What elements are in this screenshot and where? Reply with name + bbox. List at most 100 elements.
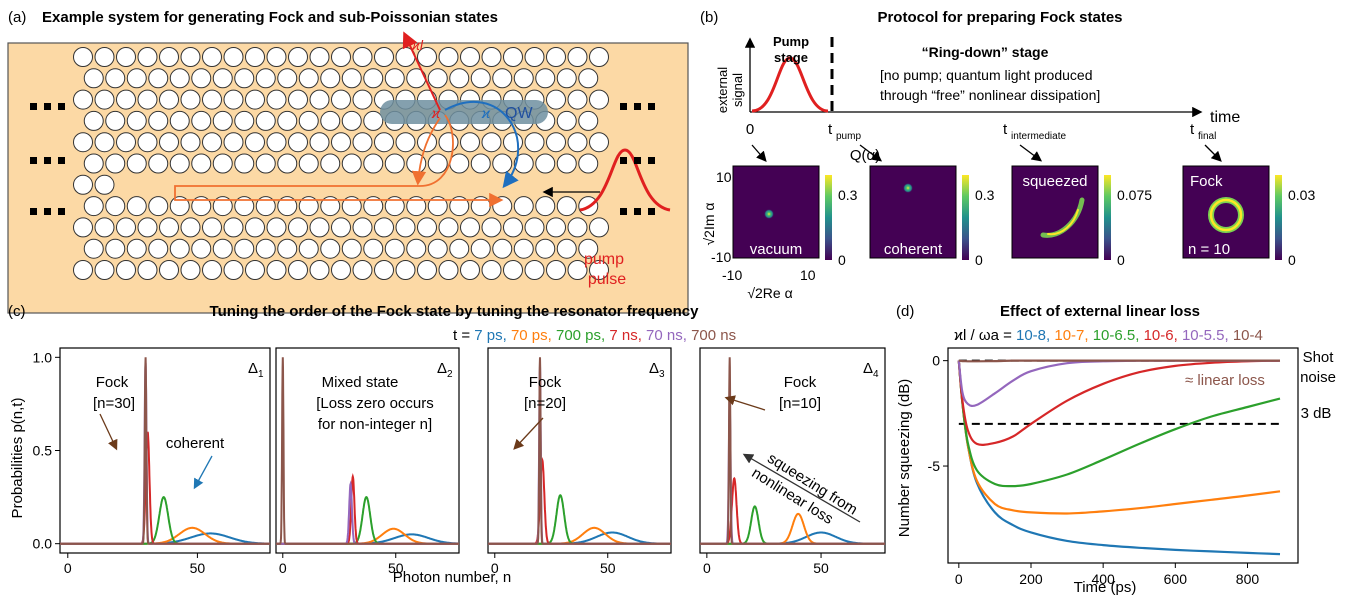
crystal-hole xyxy=(331,217,351,238)
legend-entry: 700 ns xyxy=(691,327,736,344)
crystal-hole xyxy=(169,153,190,174)
panel-d-ylabel: Number squeezing (dB) xyxy=(896,379,913,537)
crystal-hole xyxy=(288,132,308,153)
crystal-hole xyxy=(126,238,147,259)
crystal-hole xyxy=(148,153,169,174)
crystal-hole xyxy=(363,68,384,89)
crystal-hole xyxy=(417,217,437,238)
crystal-hole xyxy=(159,132,179,153)
crystal-hole xyxy=(352,47,373,67)
crystal-hole xyxy=(202,217,222,238)
crystal-hole xyxy=(363,196,384,217)
series-line xyxy=(957,360,1281,488)
crystal-hole xyxy=(234,68,255,89)
crystal-hole xyxy=(341,238,362,259)
heatmap-ytick-top: 10 xyxy=(716,169,732,185)
crystal-hole xyxy=(212,196,233,217)
map-sub-fock: n = 10 xyxy=(1188,241,1230,258)
ringdown-title: “Ring-down” stage xyxy=(922,44,1049,60)
crystal-hole xyxy=(567,89,588,110)
crystal-hole xyxy=(137,89,158,110)
crystal-hole xyxy=(320,110,341,131)
crystal-hole xyxy=(94,260,115,280)
cbar-max-fock: 0.03 xyxy=(1288,187,1315,203)
series-line xyxy=(276,357,459,545)
x-tick-label: 0 xyxy=(279,560,287,576)
crystal-hole xyxy=(417,260,437,280)
crystal-hole xyxy=(266,47,287,67)
crystal-hole xyxy=(449,196,470,217)
annotation-mixed-3: for non-integer n] xyxy=(318,416,432,433)
colorbar-squeezed xyxy=(1104,175,1111,260)
crystal-hole xyxy=(94,47,115,67)
pump-stage-2: stage xyxy=(774,50,808,65)
crystal-hole xyxy=(449,153,470,174)
crystal-hole xyxy=(492,68,513,89)
panel-a: (a) Example system for generating Fock a… xyxy=(7,9,689,314)
crystal-hole xyxy=(116,89,136,110)
heatmap-squeezed: squeezed 0.075 0 xyxy=(1011,165,1152,268)
crystal-hole xyxy=(417,47,437,67)
shot-noise-1: Shot xyxy=(1303,349,1335,366)
crystal-hole xyxy=(352,217,373,238)
crystal-hole xyxy=(298,196,319,217)
x-tick-label: 0 xyxy=(491,560,499,576)
crystal-hole xyxy=(223,132,244,153)
shot-noise-2: noise xyxy=(1300,369,1336,386)
crystal-hole xyxy=(169,196,190,217)
annotation-mixed-2: [Loss zero occurs xyxy=(316,395,434,412)
crystal-hole xyxy=(535,68,556,89)
crystal-hole xyxy=(277,196,298,217)
crystal-hole xyxy=(94,174,115,195)
crystal-hole xyxy=(223,217,244,238)
series-line xyxy=(276,480,459,545)
three-db-label: 3 dB xyxy=(1301,405,1332,422)
legend-entry: 70 ps, xyxy=(511,327,556,344)
crystal-hole xyxy=(83,110,104,131)
crystal-hole xyxy=(513,153,534,174)
crystal-hole xyxy=(481,47,502,67)
series-line xyxy=(60,496,270,545)
crystal-hole xyxy=(438,260,459,280)
crystal-hole xyxy=(374,217,394,238)
crystal-hole xyxy=(438,132,459,153)
crystal-hole xyxy=(255,68,276,89)
crystal-hole xyxy=(191,196,212,217)
crystal-hole xyxy=(460,132,480,153)
crystal-hole xyxy=(255,196,276,217)
heatmap-ylabel: √2Im α xyxy=(701,202,717,245)
crystal-hole xyxy=(94,217,115,238)
crystal-hole xyxy=(331,132,351,153)
crystal-hole xyxy=(137,260,158,280)
crystal-hole xyxy=(137,47,158,67)
t-pump-subscript: pump xyxy=(836,131,861,142)
series-line xyxy=(60,362,270,545)
crystal-hole xyxy=(277,238,298,259)
crystal-hole xyxy=(288,217,308,238)
t-intermediate-subscript: intermediate xyxy=(1011,131,1066,142)
crystal-hole xyxy=(180,260,201,280)
x-tick-label: 0 xyxy=(955,571,963,587)
crystal-hole xyxy=(556,238,577,259)
crystal-hole xyxy=(191,68,212,89)
crystal-hole xyxy=(266,260,287,280)
annotation-coherent: coherent xyxy=(166,435,225,452)
panel-b-label: (b) xyxy=(700,9,718,26)
legend-entry: 10-8, xyxy=(1016,327,1054,344)
series-line xyxy=(60,526,270,545)
crystal-hole xyxy=(556,196,577,217)
crystal-hole xyxy=(513,238,534,259)
nonlinear-arrow-blue xyxy=(444,101,520,189)
colorbar-fock xyxy=(1275,175,1282,260)
crystal-hole xyxy=(341,68,362,89)
crystal-hole xyxy=(470,238,491,259)
crystal-hole xyxy=(363,153,384,174)
series-line xyxy=(276,472,459,545)
x-tick-label: 50 xyxy=(813,560,829,576)
legend-entry: 7 ps, xyxy=(474,327,511,344)
cbar-max-vacuum: 0.3 xyxy=(838,187,858,203)
crystal-hole xyxy=(503,260,523,280)
crystal-hole xyxy=(535,238,556,259)
crystal-hole xyxy=(427,238,448,259)
cbar-min-vacuum: 0 xyxy=(838,252,846,268)
